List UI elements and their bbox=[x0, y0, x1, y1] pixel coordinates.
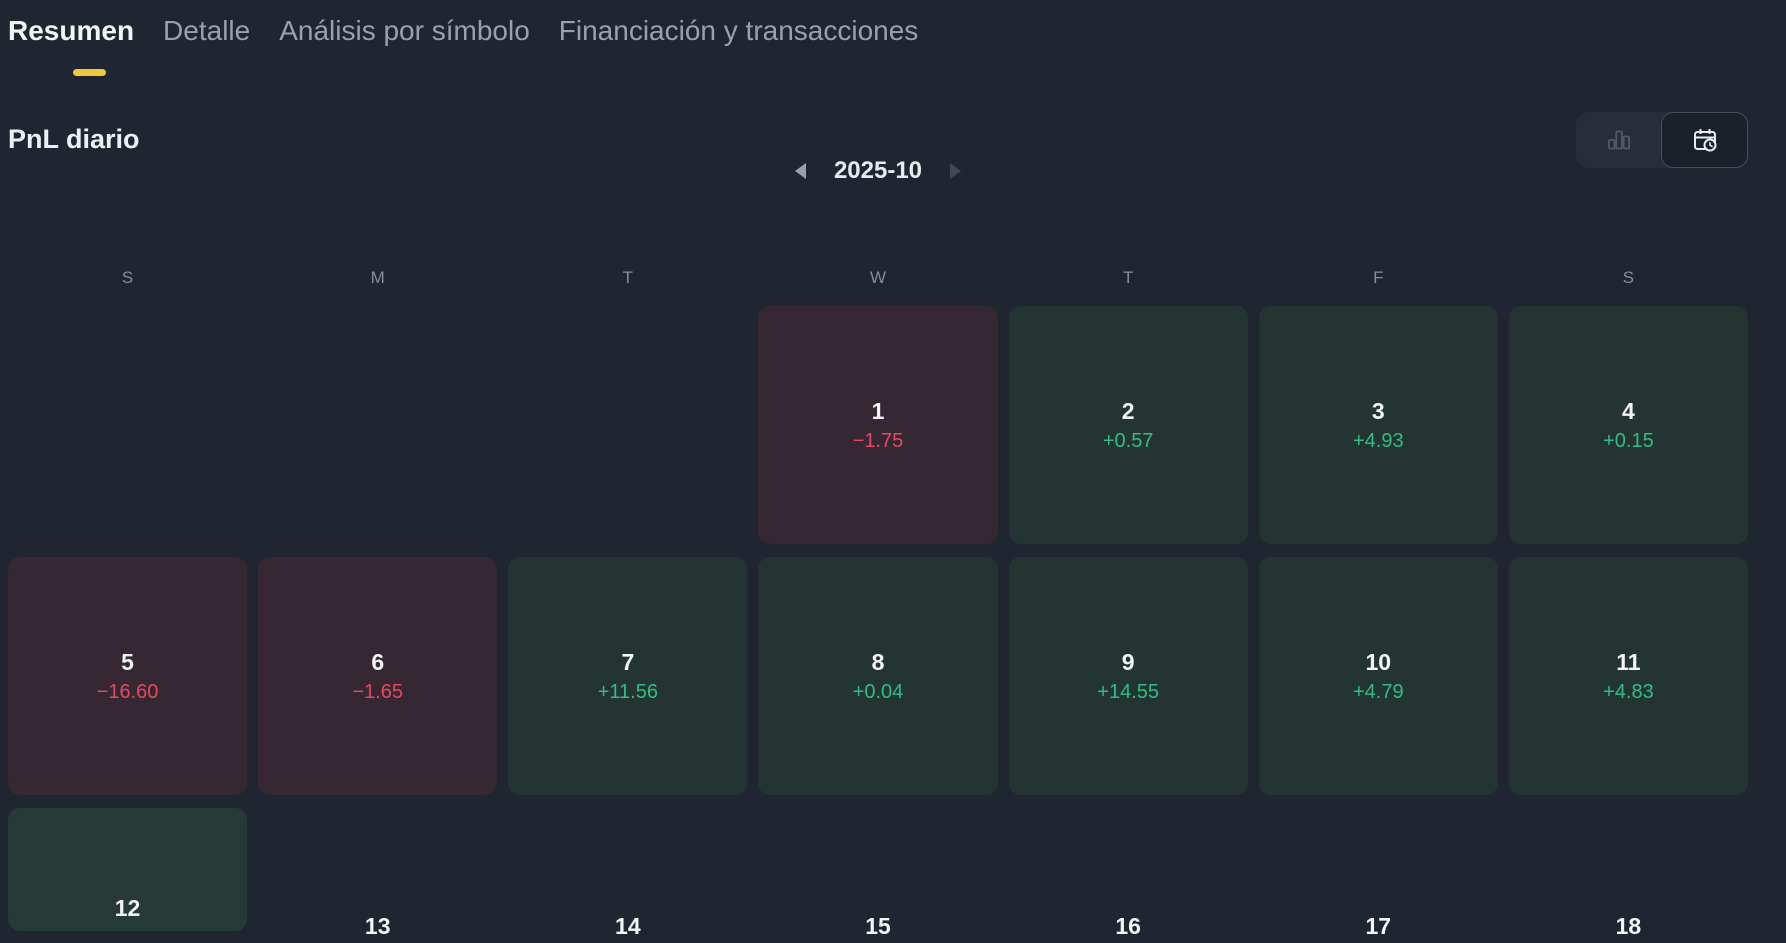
calendar-day-cell: 15 bbox=[758, 808, 997, 939]
day-pnl-value: +11.56 bbox=[597, 680, 658, 703]
day-number: 11 bbox=[1616, 648, 1641, 675]
weekday-label: S bbox=[1622, 268, 1635, 287]
calendar-day-cell: 6 −1.65 bbox=[258, 557, 498, 795]
tab-analisis-por-simbolo[interactable]: Análisis por símbolo bbox=[279, 15, 530, 46]
day-number: 5 bbox=[121, 648, 134, 675]
calendar-day-cell: 17 bbox=[1259, 808, 1498, 939]
active-tab-underline bbox=[73, 69, 106, 76]
calendar-day-cell: 16 bbox=[1009, 808, 1248, 939]
calendar-day-cell: 4 +0.15 bbox=[1508, 306, 1748, 544]
next-month-arrow-icon[interactable] bbox=[950, 163, 962, 179]
calendar-day-cell: 1 −1.75 bbox=[758, 306, 998, 544]
calendar-empty-cell bbox=[508, 306, 747, 544]
day-number: 18 bbox=[1615, 913, 1642, 939]
weekday-label: M bbox=[370, 268, 385, 287]
day-number: 14 bbox=[615, 913, 641, 939]
calendar-day-cell: 2 +0.57 bbox=[1008, 306, 1248, 544]
day-pnl-value: +0.57 bbox=[1102, 429, 1154, 452]
weekday-label: F bbox=[1373, 268, 1384, 287]
calendar-day-cell: 3 +4.93 bbox=[1258, 306, 1498, 544]
day-number: 3 bbox=[1371, 397, 1385, 424]
weekday-label: W bbox=[869, 268, 887, 287]
calendar-day-cell: 13 bbox=[258, 808, 497, 939]
day-pnl-value: +14.55 bbox=[1097, 680, 1159, 703]
day-pnl-value: +0.15 bbox=[1603, 429, 1654, 452]
day-pnl-value: +4.93 bbox=[1352, 429, 1404, 452]
weekday-header-row: S M T W T F S bbox=[8, 264, 1748, 292]
day-pnl-value: +0.04 bbox=[852, 680, 904, 703]
day-number: 6 bbox=[371, 648, 385, 675]
calendar-view-button[interactable] bbox=[1661, 111, 1748, 168]
weekday-label: T bbox=[622, 268, 634, 287]
day-pnl-value: +4.83 bbox=[1603, 680, 1654, 703]
day-pnl-value: +4.79 bbox=[1352, 680, 1404, 703]
weekday-label: T bbox=[1122, 268, 1134, 287]
day-number: 2 bbox=[1121, 397, 1135, 424]
day-number: 7 bbox=[621, 648, 635, 675]
day-pnl-value: −1.65 bbox=[352, 680, 404, 703]
chart-view-button[interactable] bbox=[1576, 112, 1661, 168]
pnl-calendar-grid: 1 −1.75 2 +0.57 3 +4.93 4 +0.15 5 −16.60… bbox=[8, 306, 1748, 939]
day-number: 10 bbox=[1365, 648, 1392, 675]
tab-detalle[interactable]: Detalle bbox=[163, 15, 251, 46]
tab-resumen[interactable]: Resumen bbox=[8, 15, 135, 46]
calendar-day-cell: 11 +4.83 bbox=[1508, 557, 1748, 795]
calendar-day-cell: 18 bbox=[1509, 808, 1748, 939]
calendar-empty-cell bbox=[258, 306, 497, 544]
tab-bar: Resumen Detalle Análisis por símbolo Fin… bbox=[8, 14, 1786, 76]
calendar-empty-cell bbox=[8, 306, 247, 544]
current-month-label: 2025-10 bbox=[833, 157, 923, 184]
day-number: 13 bbox=[364, 913, 391, 939]
day-number: 12 bbox=[114, 895, 141, 921]
weekday-label: S bbox=[121, 268, 134, 287]
day-number: 9 bbox=[1121, 648, 1135, 675]
calendar-clock-icon bbox=[1693, 128, 1716, 151]
calendar-day-cell: 14 bbox=[508, 808, 747, 939]
day-number: 16 bbox=[1115, 913, 1141, 939]
calendar-day-cell: 9 +14.55 bbox=[1008, 557, 1248, 795]
calendar-day-cell: 7 +11.56 bbox=[508, 557, 748, 795]
day-number: 1 bbox=[871, 397, 885, 424]
section-header: PnL diario bbox=[8, 111, 1748, 168]
bar-chart-icon bbox=[1607, 130, 1630, 149]
view-toggle bbox=[1576, 111, 1748, 168]
day-number: 17 bbox=[1365, 913, 1392, 939]
month-navigation: 2025-10 bbox=[8, 156, 1748, 186]
calendar-day-cell: 8 +0.04 bbox=[758, 557, 998, 795]
day-number: 4 bbox=[1622, 397, 1635, 424]
calendar-day-cell: 12 bbox=[8, 808, 248, 931]
previous-month-arrow-icon[interactable] bbox=[794, 163, 806, 179]
day-pnl-value: −16.60 bbox=[96, 680, 159, 703]
day-number: 15 bbox=[865, 913, 891, 939]
day-pnl-value: −1.75 bbox=[852, 429, 904, 452]
page-title: PnL diario bbox=[8, 124, 140, 154]
calendar-day-cell: 10 +4.79 bbox=[1258, 557, 1498, 795]
tab-financiacion-y-transacciones[interactable]: Financiación y transacciones bbox=[558, 15, 919, 46]
day-number: 8 bbox=[871, 648, 885, 675]
calendar-day-cell: 5 −16.60 bbox=[8, 557, 248, 795]
